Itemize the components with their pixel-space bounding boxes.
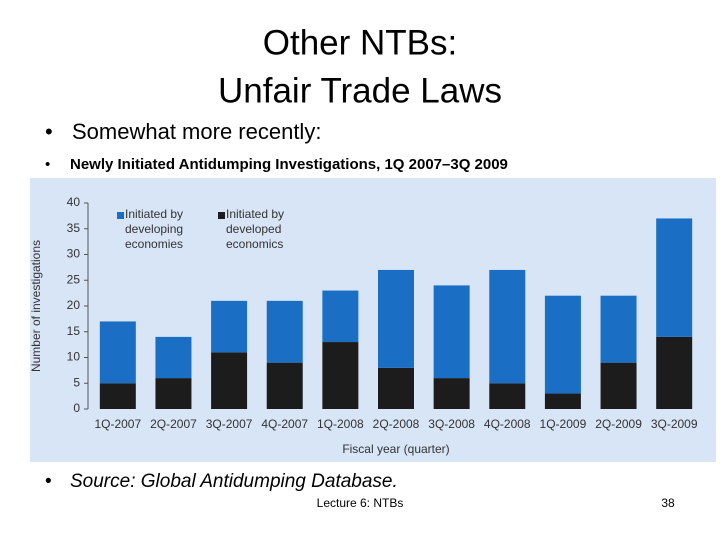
bar-segment <box>99 383 136 409</box>
y-tick-label: 10 <box>67 350 81 364</box>
bullet-mark: • <box>45 156 50 173</box>
bar-segment <box>656 218 693 337</box>
bullet: Source: Global Antidumping Database. <box>70 471 398 492</box>
bar-segment <box>266 300 303 363</box>
legend-entry: Initiated by developed economics <box>226 207 285 251</box>
bar-segment <box>656 336 693 409</box>
bar-segment <box>489 269 526 384</box>
bar-segment <box>266 362 303 409</box>
x-tick-label: 1Q-2009 <box>540 417 587 431</box>
bar-segment <box>99 321 136 384</box>
x-tick-label: 2Q-2008 <box>373 417 420 431</box>
bar-segment <box>378 269 414 368</box>
bullet-mark: • <box>45 471 52 492</box>
y-tick-label: 25 <box>67 272 81 286</box>
bullet-mark: • <box>45 119 53 144</box>
bar-segment <box>433 378 470 409</box>
bar-segment <box>433 285 470 379</box>
bar-segment <box>155 336 192 379</box>
x-tick-label: 1Q-2007 <box>94 417 141 431</box>
x-tick-label: 3Q-2009 <box>651 417 698 431</box>
footer: Lecture 6: NTBs <box>317 496 404 510</box>
x-tick-label: 2Q-2007 <box>150 417 197 431</box>
legend-label: Initiated by developing economies <box>125 207 184 251</box>
x-tick-label: 4Q-2008 <box>484 417 531 431</box>
bar-segment <box>544 393 581 409</box>
bar-segment <box>544 295 581 394</box>
y-tick-label: 20 <box>67 298 81 312</box>
legend-label: Initiated by developed economics <box>226 207 285 251</box>
y-tick-label: 15 <box>67 324 81 338</box>
bullet: Newly Initiated Antidumping Investigatio… <box>70 156 508 173</box>
bar-segment <box>211 352 248 409</box>
bar-segment <box>211 300 248 353</box>
x-tick-label: 3Q-2008 <box>428 417 475 431</box>
x-tick-label: 2Q-2009 <box>595 417 642 431</box>
y-tick-label: 40 <box>67 195 81 209</box>
bar-segment <box>378 367 414 409</box>
bar-segment <box>489 383 526 409</box>
y-tick-label: 35 <box>67 221 81 235</box>
legend-entry: Initiated by developing economies <box>125 207 184 251</box>
legend-swatch <box>218 212 225 219</box>
x-tick-label: 4Q-2007 <box>261 417 308 431</box>
y-axis-label: Number of investigations <box>29 240 43 372</box>
bar-segment <box>155 378 192 409</box>
y-tick-label: 5 <box>73 375 80 389</box>
bullet: Somewhat more recently: <box>72 119 321 144</box>
bar-segment <box>600 362 637 409</box>
x-tick-label: 1Q-2008 <box>317 417 364 431</box>
bar-segment <box>600 295 637 363</box>
bar-segment <box>322 290 359 343</box>
slide-title: Unfair Trade Laws <box>218 71 502 110</box>
y-tick-label: 30 <box>67 247 81 261</box>
y-tick-label: 0 <box>73 401 80 415</box>
legend-swatch <box>117 212 124 219</box>
x-tick-label: 3Q-2007 <box>206 417 253 431</box>
slide-title: Other NTBs: <box>263 23 457 62</box>
chart: 0 5 10 15 20 25 30 35 40 Number of investigations… <box>29 195 698 456</box>
x-axis-label: Fiscal year (quarter) <box>342 442 449 456</box>
bar-segment <box>322 342 359 409</box>
page-number: 38 <box>661 496 675 510</box>
